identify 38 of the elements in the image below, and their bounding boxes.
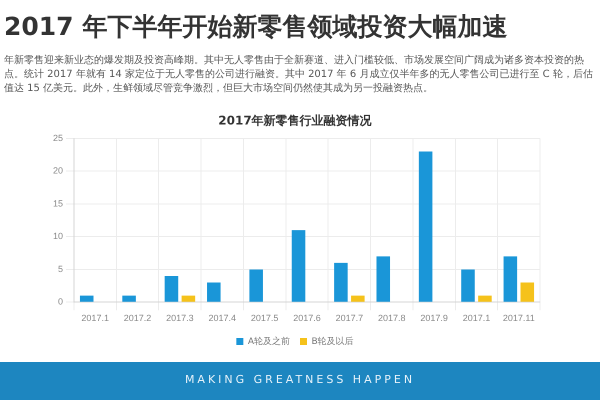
x-tick-label: 2017.8 [378,313,406,324]
bar [418,152,432,302]
x-tick-label: 2017.6 [293,313,321,324]
bar [182,296,196,302]
x-tick-label: 2017.5 [250,313,278,324]
bar [80,296,94,302]
y-tick-label: 10 [52,231,64,242]
y-tick-label: 25 [52,132,64,143]
bar [334,262,348,302]
x-tick-label: 2017.4 [208,313,236,324]
bar [461,269,475,302]
y-tick-label: 20 [52,166,64,176]
x-tick-label: 2017.11 [502,313,535,324]
bar [376,256,390,302]
bar [478,296,492,302]
text: MAKING GREATNESS HAPPEN [184,373,416,386]
chart-title: 2017 年下半年开始新零售领域投资大幅加速 [4,11,508,43]
x-tick-label: 2017.7 [336,313,364,324]
y-tick-label: 5 [58,264,64,274]
legend-label: B轮及以后 [311,336,354,347]
y-tick-label: 15 [52,198,64,208]
bar [504,256,518,302]
bar [122,296,136,302]
bar [249,269,263,302]
bar [164,276,178,302]
bar [351,296,365,302]
x-tick-label: 2017.1 [462,313,490,324]
y-tick-label: 0 [58,296,64,307]
x-tick-label: 2017.3 [166,313,194,324]
x-tick-label: 2017.2 [124,313,152,324]
x-tick-label: 2017.1 [81,313,109,324]
bar [520,282,534,302]
bar [207,282,221,302]
chart-subtitle: 2017年新零售行业融资情况 [218,113,373,128]
text: 年新零售迎来新业态的爆发期及投资高峰期。其中无人零售由于全新赛道、进入门槛较低、市场发展空间广阔成为诸多资本投资的热点。统计 2017 年就有 14 家定位于无人零售的公司进行融资。其中 2017 年 6 月成立仅半年多的无人零售公司已进行至 C 轮，后估值达 15 亿美元。此外，生鲜领域尽管竞争激烈，但巨大市场空间仍然使其成为另一投融资热点。 [4,54,594,96]
legend-label: A轮及之前 [248,336,290,347]
x-tick-label: 2017.9 [420,313,448,324]
bar [292,230,306,302]
